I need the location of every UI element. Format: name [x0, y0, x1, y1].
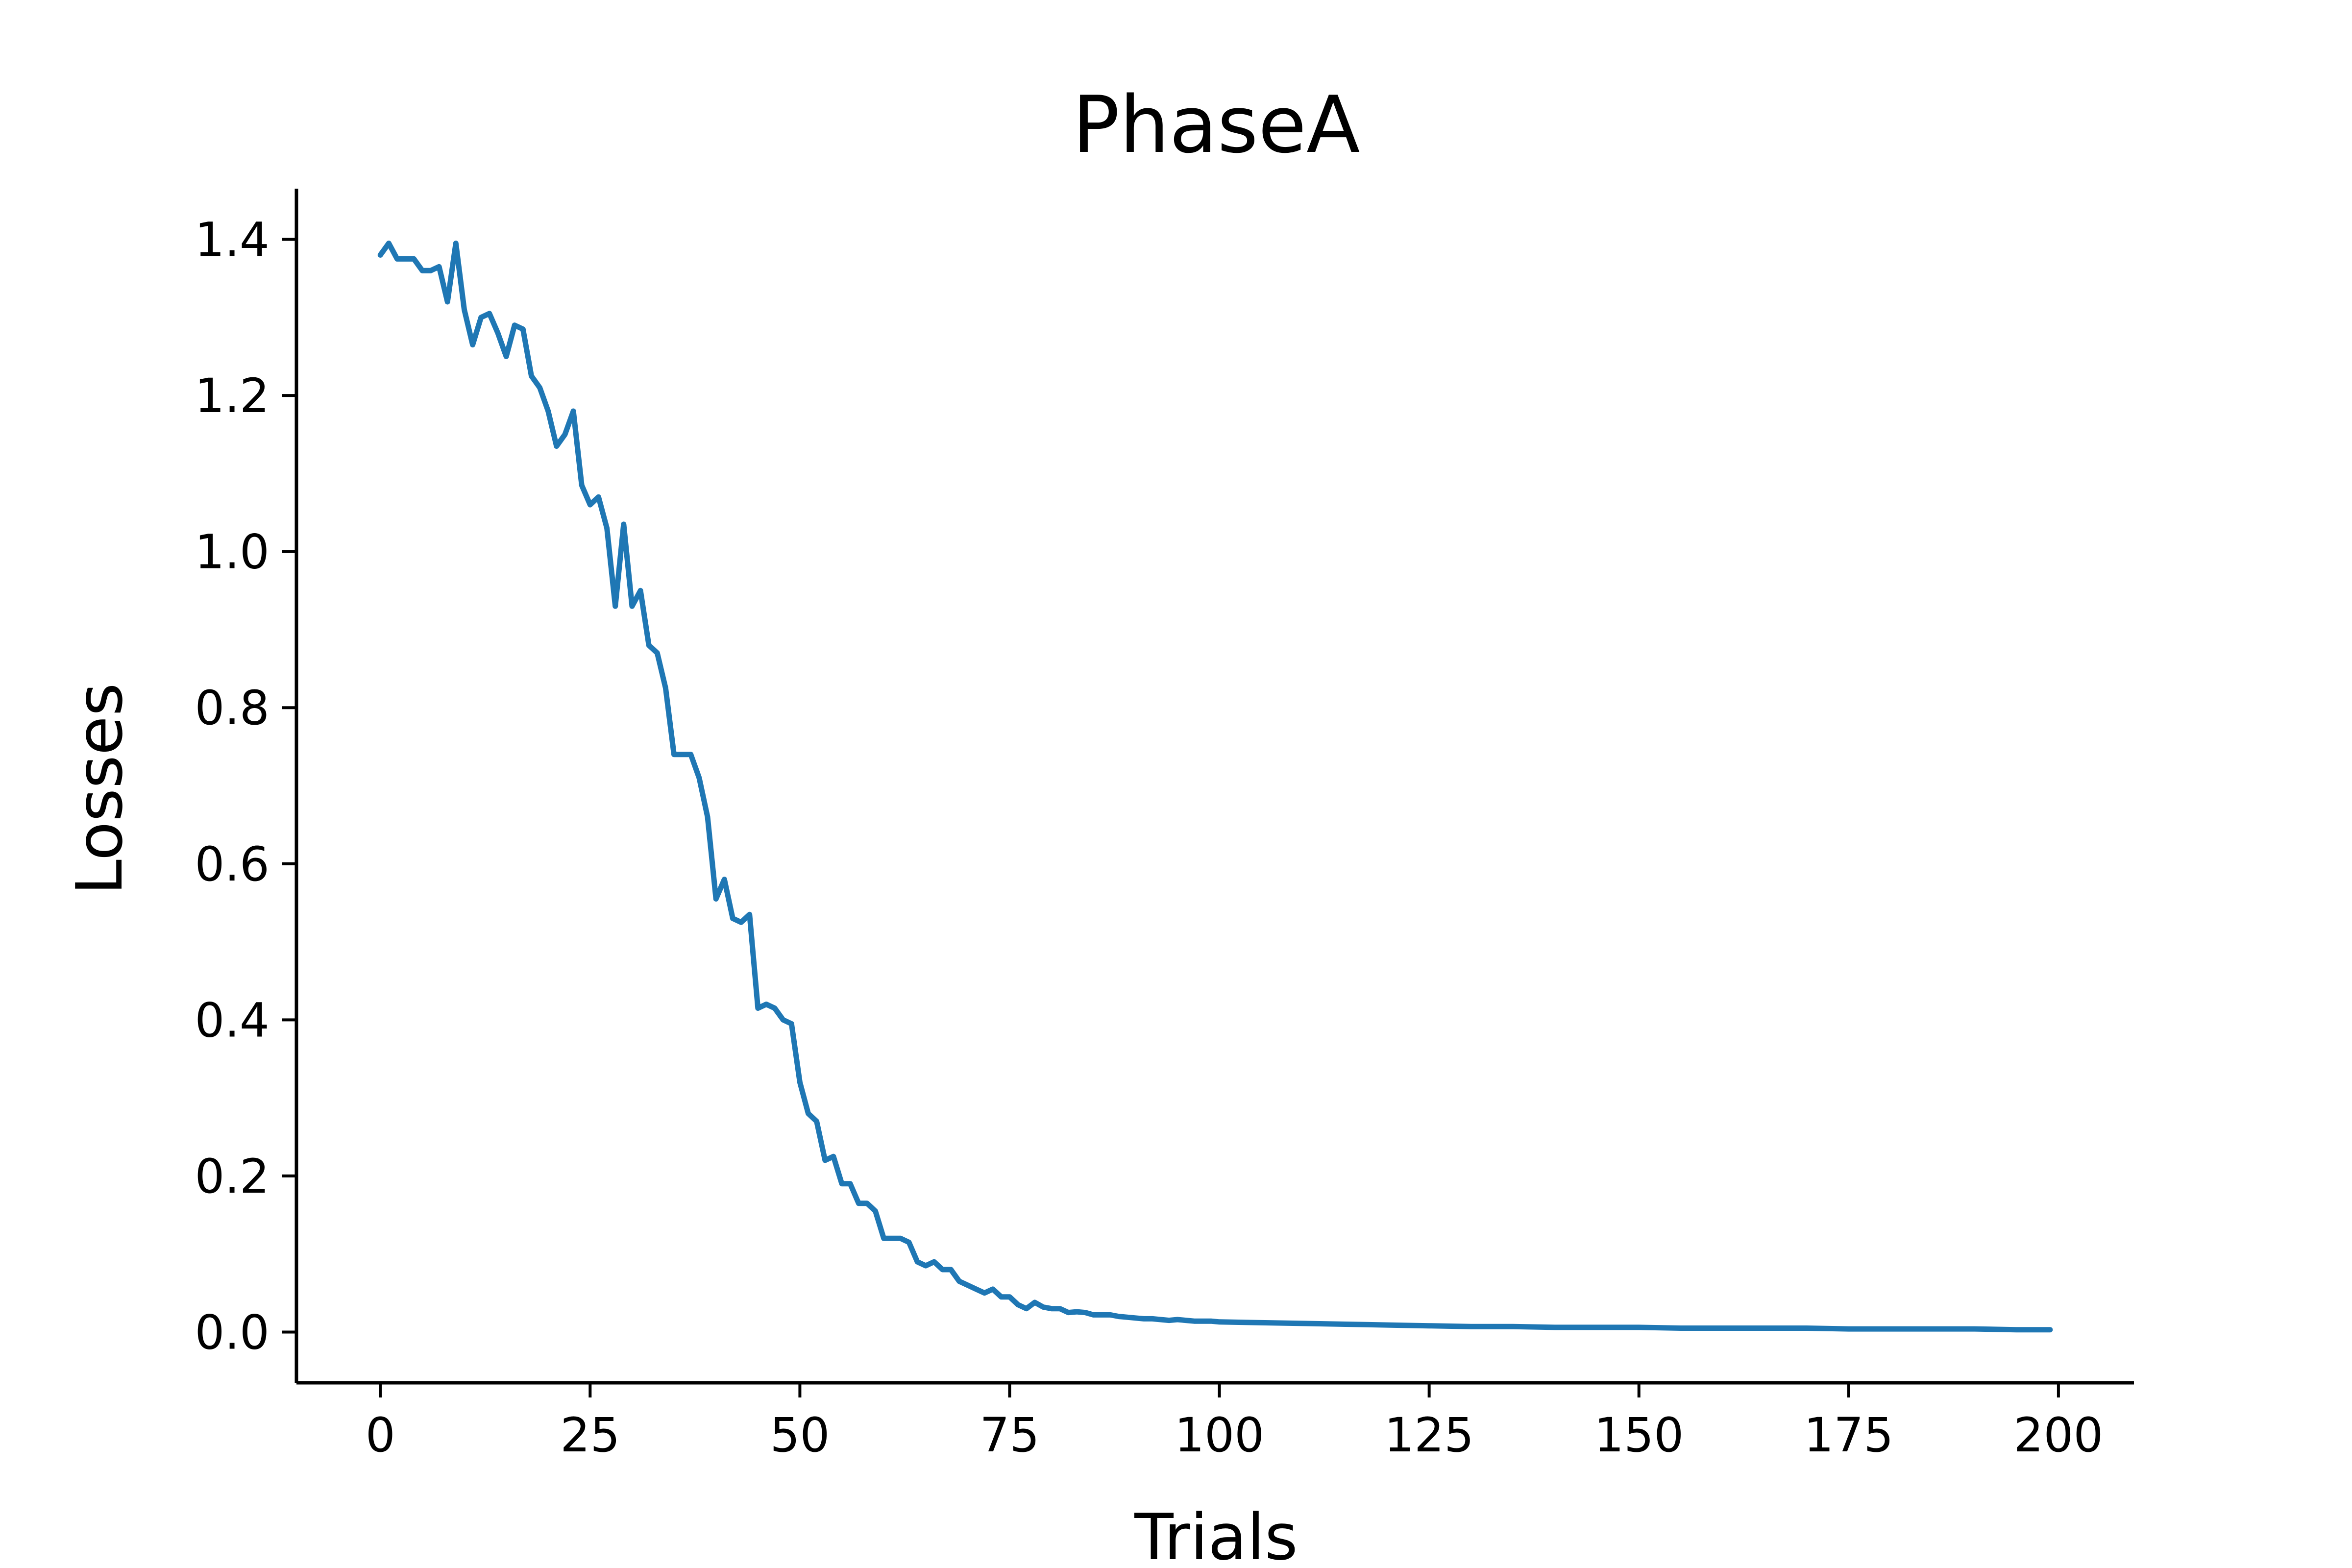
x-tick-label: 25 — [560, 1408, 620, 1463]
x-tick-label: 0 — [366, 1408, 395, 1463]
x-axis-ticks: 0 25 50 75 100 125 150 175 200 — [366, 1383, 2104, 1463]
plot-area — [377, 241, 2053, 1333]
x-tick-label: 200 — [2013, 1408, 2103, 1463]
series-line — [377, 241, 2053, 1333]
x-tick-label: 125 — [1384, 1408, 1474, 1463]
x-axis-title: Trials — [1134, 1500, 1298, 1568]
y-tick-label: 1.4 — [195, 213, 270, 268]
y-axis-title: Losses — [62, 683, 137, 895]
y-tick-label: 1.2 — [195, 368, 270, 423]
x-tick-label: 75 — [980, 1408, 1039, 1463]
chart-title: PhaseA — [1072, 79, 1360, 171]
y-tick-label: 0.8 — [195, 681, 270, 735]
y-tick-label: 0.2 — [195, 1149, 270, 1204]
x-tick-label: 175 — [1804, 1408, 1893, 1463]
y-tick-label: 0.4 — [195, 993, 270, 1048]
x-tick-label: 100 — [1175, 1408, 1264, 1463]
y-axis-ticks: 0.0 0.2 0.4 0.6 0.8 1.0 1.2 1.4 — [195, 213, 296, 1360]
y-tick-label: 0.0 — [195, 1305, 270, 1360]
y-tick-label: 0.6 — [195, 837, 270, 892]
x-tick-label: 150 — [1594, 1408, 1684, 1463]
y-tick-label: 1.0 — [195, 525, 270, 580]
x-tick-label: 50 — [770, 1408, 830, 1463]
